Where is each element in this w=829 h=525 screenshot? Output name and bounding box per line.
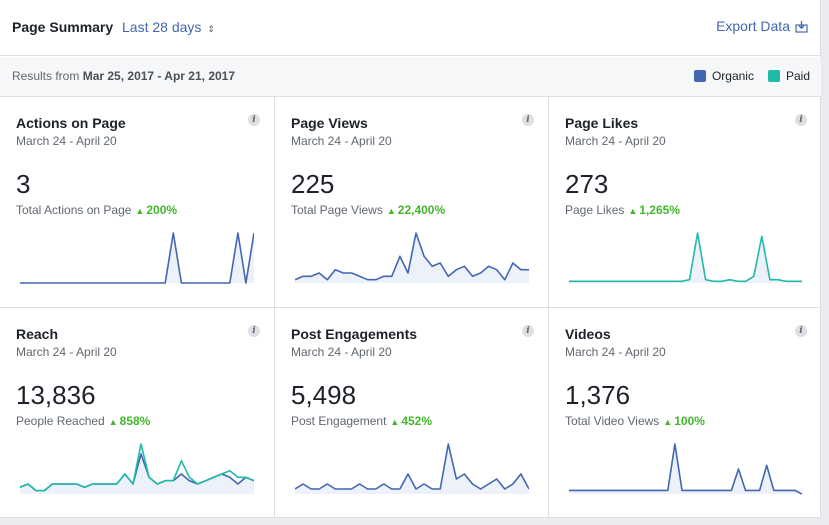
delta-badge: ▲ 452% <box>390 414 432 428</box>
card-reach[interactable]: Reach March 24 - April 20 i 13,836 Peopl… <box>0 307 274 517</box>
sparkline-chart <box>569 232 802 283</box>
sparkline-area <box>295 233 529 283</box>
card-value: 273 <box>565 169 609 199</box>
paid-swatch <box>767 70 780 82</box>
results-bar: Results from Mar 25, 2017 - Apr 21, 2017… <box>0 57 821 97</box>
card-value: 3 <box>16 169 31 199</box>
date-range-label: Last 28 days <box>122 19 202 35</box>
page-title: Page Summary <box>12 19 114 35</box>
card-videos[interactable]: Videos March 24 - April 20 i 1,376 Total… <box>548 307 821 517</box>
up-triangle-icon: ▲ <box>108 417 118 427</box>
info-icon[interactable]: i <box>522 114 534 126</box>
legend-paid-label: Paid <box>785 69 810 83</box>
sparkline-chart <box>20 232 254 284</box>
delta-badge: ▲ 22,400% <box>387 203 445 217</box>
delta-badge: ▲ 1,265% <box>628 203 680 217</box>
delta-badge: ▲ 858% <box>109 414 151 428</box>
card-actions-on-page[interactable]: Actions on Page March 24 - April 20 i 3 … <box>0 97 274 307</box>
card-subtitle: Total Actions on Page ▲ 200% <box>16 203 177 217</box>
download-icon <box>795 20 808 33</box>
sparkline-series-organic <box>295 232 529 281</box>
card-value: 5,498 <box>291 380 357 410</box>
up-triangle-icon: ▲ <box>390 417 400 427</box>
sparkline-chart <box>569 443 802 495</box>
card-title: Post Engagements <box>291 326 418 342</box>
sparkline-area <box>569 233 802 283</box>
delta-value: 452% <box>401 414 433 428</box>
card-sub-label: Post Engagement <box>291 414 387 428</box>
sparkline-series-organic <box>569 443 802 495</box>
legend-organic-label: Organic <box>711 69 754 83</box>
metrics-grid: Actions on Page March 24 - April 20 i 3 … <box>0 97 821 518</box>
sparkline-series-organic <box>295 443 529 490</box>
legend-organic: Organic <box>693 69 754 83</box>
card-date-range: March 24 - April 20 <box>291 345 392 359</box>
card-page-likes[interactable]: Page Likes March 24 - April 20 i 273 Pag… <box>548 97 821 307</box>
sparkline-chart <box>20 443 254 494</box>
delta-value: 200% <box>146 203 178 217</box>
card-page-views[interactable]: Page Views March 24 - April 20 i 225 Tot… <box>274 97 548 307</box>
results-prefix: Results from <box>12 69 80 83</box>
up-triangle-icon: ▲ <box>386 206 396 216</box>
card-value: 13,836 <box>16 380 96 410</box>
card-subtitle: Total Video Views ▲ 100% <box>565 414 705 428</box>
card-subtitle: Page Likes ▲ 1,265% <box>565 203 680 217</box>
delta-badge: ▲ 100% <box>663 414 705 428</box>
info-icon[interactable]: i <box>795 114 807 126</box>
card-title: Actions on Page <box>16 115 126 131</box>
card-sub-label: People Reached <box>16 414 105 428</box>
delta-value: 1,265% <box>639 203 680 217</box>
card-subtitle: Post Engagement ▲ 452% <box>291 414 432 428</box>
results-range-text: Results from Mar 25, 2017 - Apr 21, 2017 <box>12 69 235 83</box>
card-title: Videos <box>565 326 611 342</box>
delta-value: 22,400% <box>397 203 446 217</box>
sparkline-area <box>20 233 254 283</box>
card-sub-label: Total Video Views <box>565 414 660 428</box>
card-title: Reach <box>16 326 59 342</box>
sparkline-series-paid <box>569 232 802 283</box>
card-date-range: March 24 - April 20 <box>565 134 666 148</box>
page-summary-panel: Page Summary Last 28 days ⇕ Export Data … <box>0 0 821 518</box>
organic-swatch <box>693 70 706 82</box>
card-value: 225 <box>291 169 335 199</box>
card-title: Page Views <box>291 115 368 131</box>
card-subtitle: People Reached ▲ 858% <box>16 414 150 428</box>
info-icon[interactable]: i <box>522 325 534 337</box>
card-date-range: March 24 - April 20 <box>565 345 666 359</box>
info-icon[interactable]: i <box>795 325 807 337</box>
sparkline-series-organic <box>20 232 254 284</box>
export-data-label: Export Data <box>716 18 790 34</box>
sparkline-chart <box>295 443 529 494</box>
card-sub-label: Page Likes <box>565 203 625 217</box>
delta-value: 858% <box>119 414 151 428</box>
export-data-button[interactable]: Export Data <box>716 18 808 34</box>
info-icon[interactable]: i <box>248 114 260 126</box>
card-date-range: March 24 - April 20 <box>291 134 392 148</box>
sort-caret-icon: ⇕ <box>207 24 215 34</box>
legend-paid: Paid <box>767 69 810 83</box>
up-triangle-icon: ▲ <box>628 206 638 216</box>
card-subtitle: Total Page Views ▲ 22,400% <box>291 203 445 217</box>
delta-badge: ▲ 200% <box>135 203 177 217</box>
card-date-range: March 24 - April 20 <box>16 134 117 148</box>
summary-header: Page Summary Last 28 days ⇕ Export Data <box>0 0 821 56</box>
card-sub-label: Total Page Views <box>291 203 383 217</box>
delta-value: 100% <box>674 414 705 428</box>
card-title: Page Likes <box>565 115 639 131</box>
card-value: 1,376 <box>565 380 631 410</box>
chart-legend: Organic Paid <box>680 69 810 83</box>
sparkline-chart <box>295 232 529 283</box>
up-triangle-icon: ▲ <box>135 206 145 216</box>
card-date-range: March 24 - April 20 <box>16 345 117 359</box>
results-date-range: Mar 25, 2017 - Apr 21, 2017 <box>82 69 236 83</box>
up-triangle-icon: ▲ <box>663 417 673 427</box>
card-sub-label: Total Actions on Page <box>16 203 132 217</box>
info-icon[interactable]: i <box>248 325 260 337</box>
date-range-dropdown[interactable]: Last 28 days ⇕ <box>122 19 215 35</box>
sparkline-series-paid <box>20 443 254 492</box>
card-post-engagements[interactable]: Post Engagements March 24 - April 20 i 5… <box>274 307 548 517</box>
